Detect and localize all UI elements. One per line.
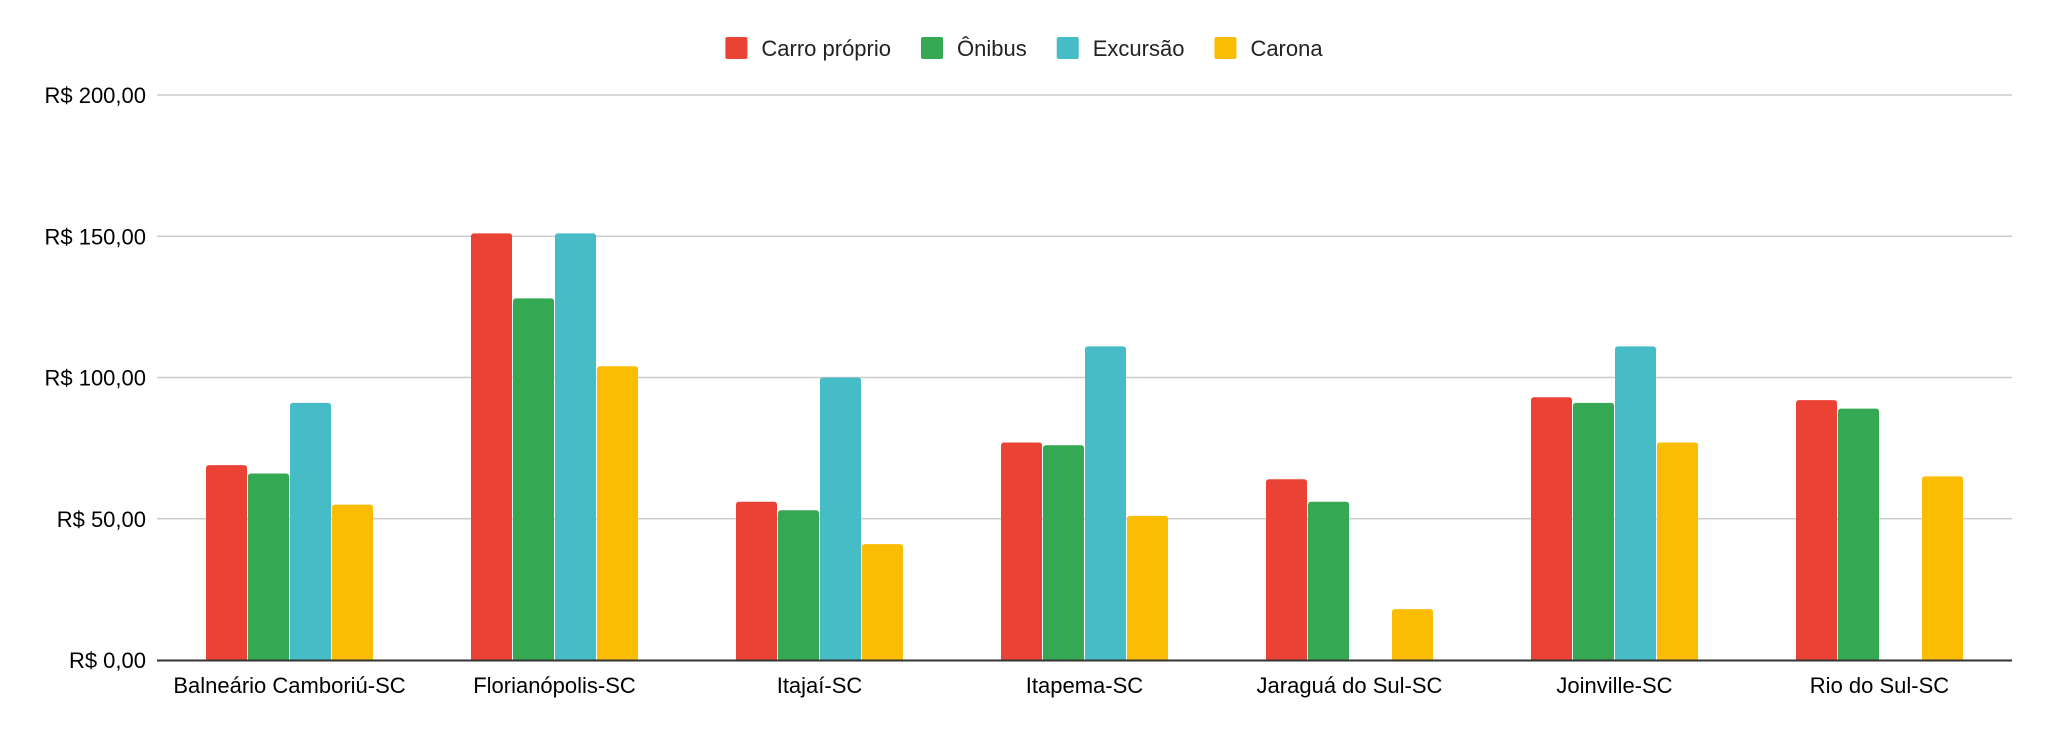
bar[interactable] xyxy=(1043,445,1084,660)
bar[interactable] xyxy=(1127,515,1168,660)
bar[interactable] xyxy=(248,473,289,660)
x-axis: Balneário Camboriú-SC Florianópolis-SC Ita… xyxy=(173,673,1949,698)
legend-swatch xyxy=(1214,37,1237,59)
legend-label: Carona xyxy=(1250,36,1323,61)
legend-swatch xyxy=(725,37,748,59)
bar[interactable] xyxy=(597,366,638,660)
bar[interactable] xyxy=(1838,408,1879,660)
bar[interactable] xyxy=(332,504,373,660)
bar[interactable] xyxy=(820,377,861,661)
x-tick-label: Rio do Sul-SC xyxy=(1810,673,1950,698)
bar[interactable] xyxy=(778,510,819,660)
y-tick-label: R$ 200,00 xyxy=(44,83,146,108)
bar[interactable] xyxy=(1392,609,1433,660)
y-tick-label: R$ 100,00 xyxy=(44,366,146,391)
legend-label: Ônibus xyxy=(957,36,1027,61)
x-tick-label: Itajaí-SC xyxy=(777,673,863,698)
legend-label: Excursão xyxy=(1093,36,1185,61)
bar[interactable] xyxy=(290,402,331,660)
legend-swatch xyxy=(921,37,944,59)
bar[interactable] xyxy=(1001,442,1042,660)
x-tick-label: Jaraguá do Sul-SC xyxy=(1257,673,1443,698)
legend-label: Carro próprio xyxy=(761,36,891,61)
bar[interactable] xyxy=(471,233,512,661)
bar[interactable] xyxy=(1922,476,1963,660)
bar[interactable] xyxy=(1266,479,1307,660)
bar[interactable] xyxy=(862,544,903,660)
x-tick-label: Itapema-SC xyxy=(1026,673,1143,698)
y-tick-label: R$ 0,00 xyxy=(69,648,146,673)
bars xyxy=(206,233,1963,661)
bar[interactable] xyxy=(1657,442,1698,660)
gridlines xyxy=(157,94,2012,520)
y-tick-label: R$ 150,00 xyxy=(44,224,146,249)
bar[interactable] xyxy=(513,298,554,660)
x-tick-label: Florianópolis-SC xyxy=(473,673,636,698)
bar[interactable] xyxy=(1573,402,1614,660)
bar[interactable] xyxy=(1085,346,1126,660)
y-axis: R$ 0,00 R$ 50,00 R$ 100,00 R$ 150,00 R$ 200,… xyxy=(44,83,146,673)
legend[interactable]: Carro próprio Ônibus Excursão Carona xyxy=(725,36,1323,61)
bar[interactable] xyxy=(1308,501,1349,660)
x-tick-label: Balneário Camboriú-SC xyxy=(173,673,405,698)
legend-swatch xyxy=(1056,37,1079,59)
y-tick-label: R$ 50,00 xyxy=(57,507,146,532)
x-tick-label: Joinville-SC xyxy=(1556,673,1672,698)
bar[interactable] xyxy=(1615,346,1656,660)
bar[interactable] xyxy=(555,233,596,661)
bar[interactable] xyxy=(206,465,247,660)
bar[interactable] xyxy=(1531,397,1572,660)
bar[interactable] xyxy=(736,501,777,660)
bar[interactable] xyxy=(1796,400,1837,660)
